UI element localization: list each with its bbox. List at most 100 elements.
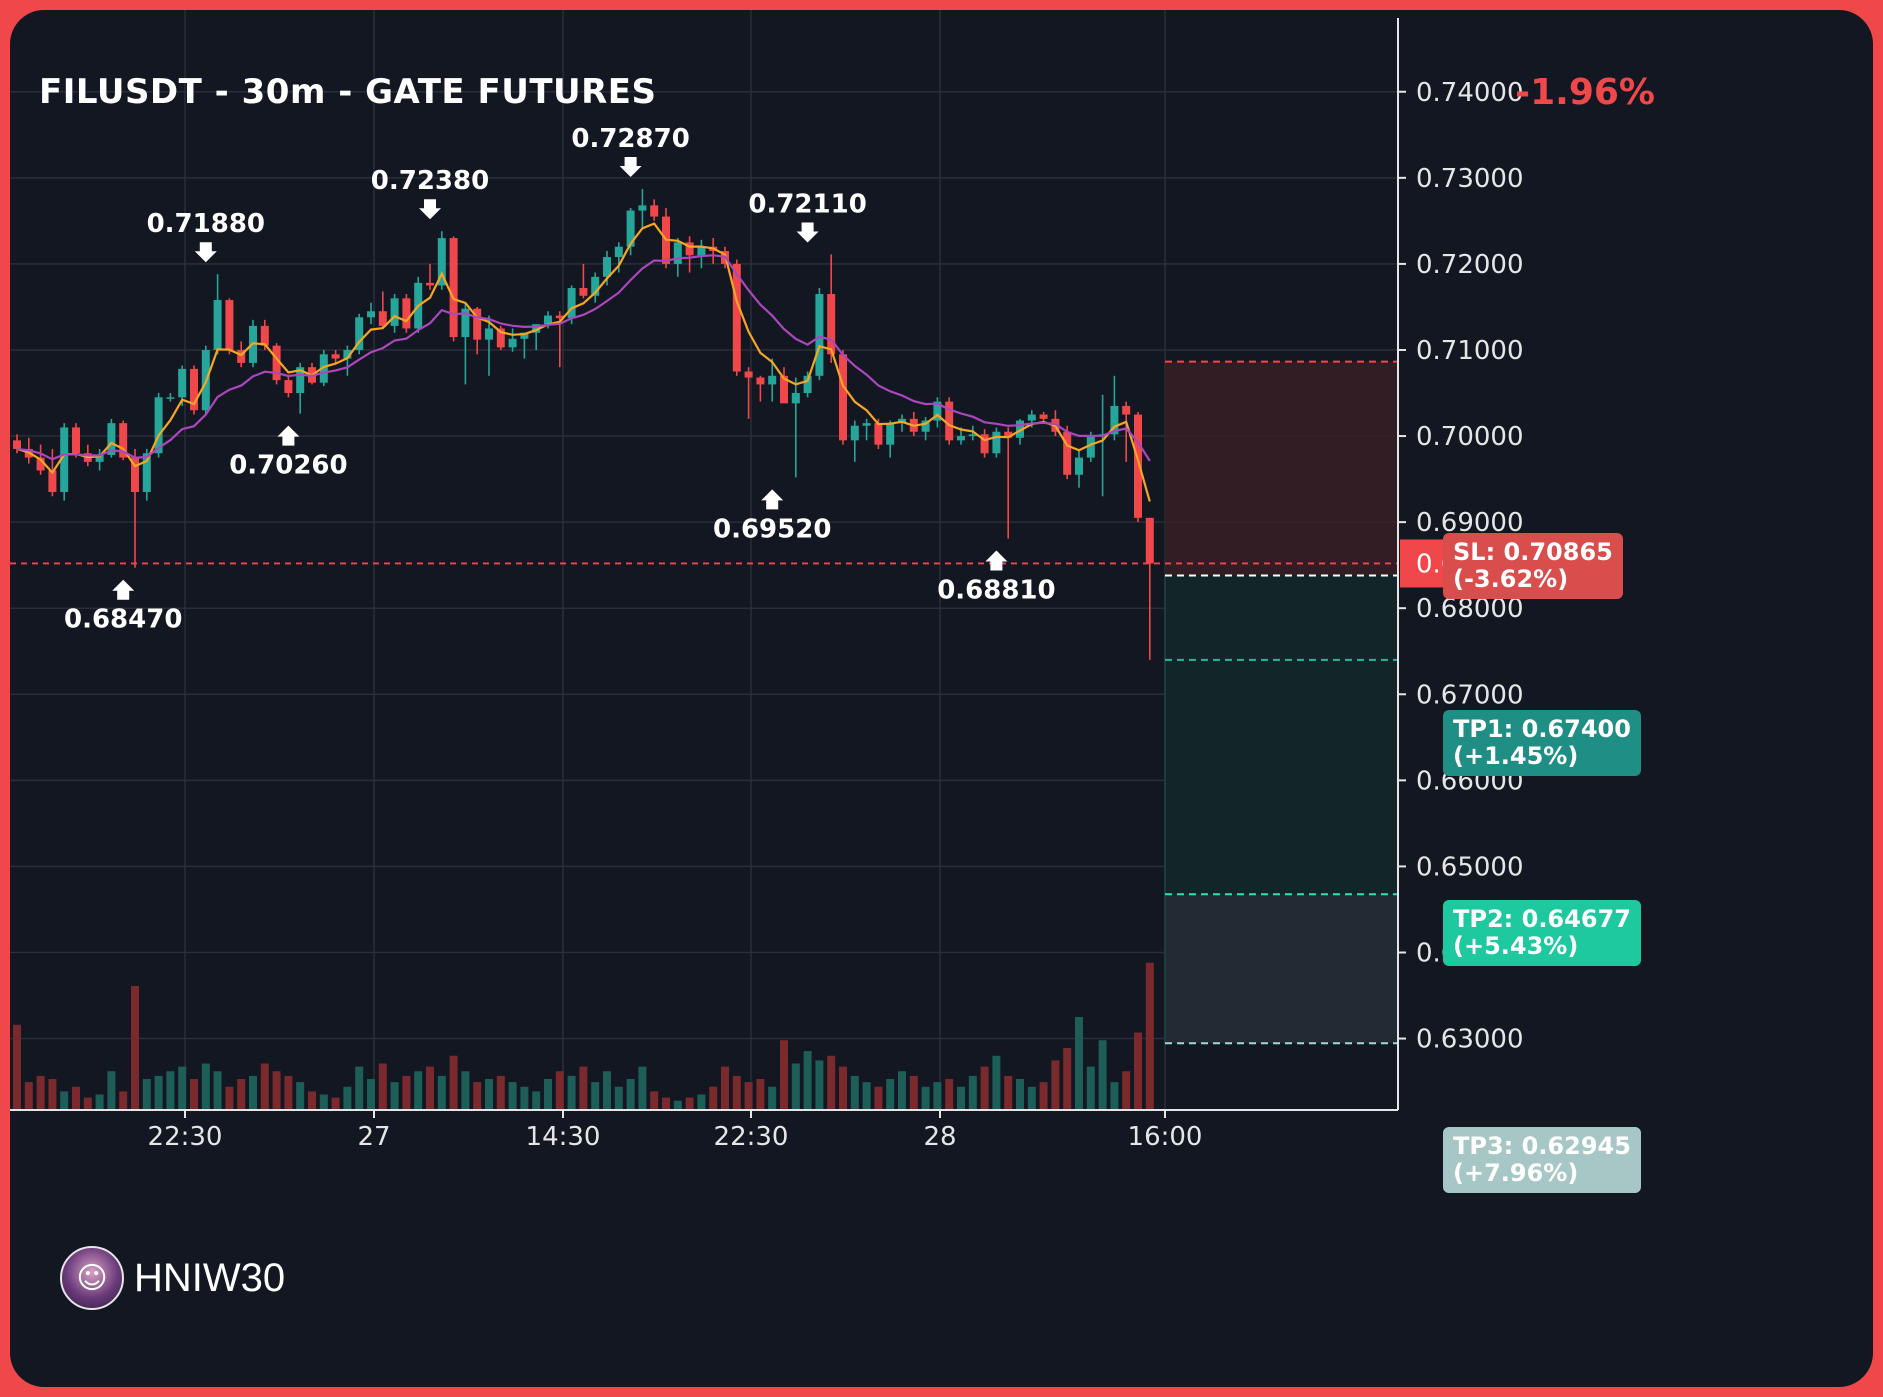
- volume-bar: [662, 1097, 670, 1110]
- stop-loss-label: SL: 0.70865 (-3.62%): [1443, 533, 1623, 599]
- candle-body: [756, 377, 765, 385]
- candle-body: [685, 242, 694, 256]
- pivot-high-label: 0.72110: [748, 189, 866, 219]
- candle-body: [768, 375, 777, 385]
- take-profit-3-label: TP3: 0.62945 (+7.96%): [1443, 1127, 1641, 1193]
- volume-bar: [768, 1086, 777, 1110]
- candle-body: [95, 454, 104, 462]
- candle-body: [131, 457, 139, 493]
- candle-body: [555, 315, 564, 319]
- candle-body: [1063, 431, 1072, 475]
- price-tick-label: 0.74000: [1416, 78, 1524, 108]
- candle-body: [284, 380, 293, 394]
- candle-body: [166, 397, 175, 399]
- volume-bar: [1016, 1079, 1024, 1110]
- volume-bar: [36, 1075, 45, 1110]
- volume-bar: [732, 1075, 741, 1110]
- volume-bar: [83, 1097, 92, 1110]
- volume-bar: [1134, 1032, 1142, 1110]
- volume-bar: [980, 1066, 989, 1110]
- candle-body: [461, 308, 470, 338]
- candle-body: [815, 294, 824, 376]
- pivot-low-arrow-icon: [277, 425, 300, 446]
- volume-bar: [839, 1066, 847, 1110]
- candle-body: [190, 368, 198, 411]
- volume-bar: [237, 1079, 246, 1110]
- candle-body: [957, 436, 965, 441]
- volume-bar: [154, 1075, 163, 1110]
- volume-bar: [166, 1071, 175, 1110]
- candle-body: [673, 242, 682, 264]
- candle-body: [1016, 420, 1024, 438]
- volume-bar: [1039, 1082, 1048, 1110]
- volume-bar: [1098, 1040, 1107, 1110]
- candle-body: [626, 210, 635, 247]
- volume-bar: [673, 1100, 682, 1110]
- candle-body: [1027, 414, 1036, 421]
- candle-body: [13, 440, 21, 449]
- volume-bar: [697, 1094, 706, 1110]
- pivot-high-label: 0.71880: [147, 209, 265, 239]
- volume-bar: [119, 1091, 128, 1110]
- candle-body: [850, 425, 859, 441]
- take-profit-1-label: TP1: 0.67400 (+1.45%): [1443, 710, 1641, 776]
- pivot-low-arrow-icon: [985, 550, 1008, 571]
- take-profit-3-zone: [1165, 894, 1398, 1044]
- candle-body: [886, 423, 895, 445]
- volume-bar: [945, 1079, 954, 1110]
- volume-bar: [827, 1055, 836, 1110]
- candle-body: [154, 397, 163, 454]
- time-tick-label: 22:30: [148, 1122, 223, 1152]
- pivot-high-label: 0.72870: [571, 124, 689, 154]
- volume-bar: [1027, 1086, 1036, 1110]
- volume-bar: [815, 1060, 824, 1110]
- price-tick-label: 0.65000: [1416, 852, 1524, 882]
- candle-body: [60, 427, 69, 493]
- volume-bar: [449, 1055, 458, 1110]
- volume-bar: [933, 1082, 942, 1110]
- volume-bar: [1075, 1017, 1083, 1110]
- volume-bar: [1110, 1082, 1119, 1110]
- candle-body: [260, 325, 269, 346]
- volume-bar: [650, 1091, 659, 1110]
- volume-bar: [921, 1086, 930, 1110]
- ema-slow-line: [16, 254, 1151, 462]
- volume-bar: [579, 1066, 588, 1110]
- candle-body: [980, 434, 989, 454]
- volume-bar: [1004, 1075, 1013, 1110]
- pivot-high-arrow-icon: [419, 199, 441, 220]
- price-tick-label: 0.70000: [1416, 422, 1524, 452]
- candle-body: [178, 368, 187, 398]
- candle-body: [1039, 414, 1048, 419]
- candle-body: [449, 238, 458, 338]
- pivot-low-label: 0.70260: [229, 451, 347, 481]
- watermark: ☺ HNIW30: [60, 1246, 285, 1310]
- volume-bar: [48, 1079, 57, 1110]
- volume-bar: [72, 1086, 80, 1110]
- volume-bar: [614, 1086, 623, 1110]
- candle-body: [544, 315, 552, 325]
- candle-body: [142, 453, 151, 493]
- volume-bar: [414, 1071, 423, 1110]
- candle-body: [933, 401, 942, 421]
- candle-body: [520, 332, 529, 339]
- candle-body: [272, 345, 281, 381]
- candle-body: [508, 338, 517, 348]
- pivot-low-label: 0.68470: [64, 605, 182, 635]
- volume-bar: [249, 1075, 257, 1110]
- price-change-percent: -1.96%: [1515, 72, 1655, 113]
- volume-bar: [60, 1091, 69, 1110]
- volume-bar: [567, 1075, 576, 1110]
- volume-bar: [780, 1040, 788, 1110]
- chart-panel[interactable]: 0.71880 0.70260 0.72380 0.72870 0.69520 0.721…: [10, 10, 1873, 1387]
- candle-body: [532, 324, 541, 333]
- candle-body: [803, 375, 812, 394]
- candle-body: [343, 349, 352, 359]
- candle-body: [791, 393, 800, 404]
- volume-bar: [555, 1071, 564, 1110]
- candle-body: [968, 434, 977, 437]
- candle-body: [473, 308, 482, 340]
- candle-body: [426, 282, 434, 286]
- candle-body: [780, 375, 788, 404]
- price-tick-label: 0.67000: [1416, 680, 1524, 710]
